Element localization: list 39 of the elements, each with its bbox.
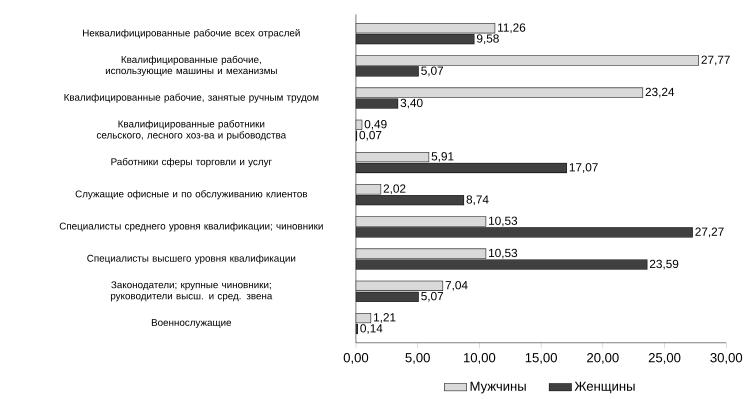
data-label: 2,02 <box>384 184 406 194</box>
data-label: 23,59 <box>650 260 678 270</box>
y-tick-label: Неквалифицированные рабочие всех отраслей <box>83 29 300 38</box>
x-tick-label: 25,00 <box>648 353 680 364</box>
y-tick-label: Квалифицированные рабочие, занятые ручным трудом <box>64 93 318 103</box>
data-label: 17,07 <box>570 163 598 173</box>
y-tick-label: Военнослужащие <box>152 319 232 328</box>
data-label: 0,49 <box>364 120 387 130</box>
data-label: 3,40 <box>400 98 423 108</box>
data-label: 7,04 <box>446 280 468 291</box>
y-tick-label: Квалифицированные работники сельского, лесного хоз-ва и рыбоводства <box>96 120 286 140</box>
data-label: 0,14 <box>360 324 382 334</box>
data-label: 5,07 <box>421 66 444 76</box>
data-label: 9,58 <box>476 34 499 44</box>
data-label: 5,07 <box>421 292 444 302</box>
data-label: 23,24 <box>646 88 674 98</box>
data-label: 1,21 <box>374 313 396 323</box>
x-tick-label: 30,00 <box>710 353 742 364</box>
x-tick-label: 10,00 <box>464 353 496 364</box>
legend-label: Мужчины <box>470 382 526 394</box>
x-tick-label: 15,00 <box>526 353 557 364</box>
y-tick-label: Специалисты высшего уровня квалификации <box>87 254 296 264</box>
data-label: 0,07 <box>359 130 382 141</box>
x-tick-label: 0,00 <box>344 353 368 364</box>
y-tick-label: Работники сферы торговли и услуг <box>111 158 272 168</box>
y-tick-label: Специалисты среднего уровня квалификации; чиновники <box>60 222 323 232</box>
data-label: 10,53 <box>489 216 518 226</box>
y-tick-label: Служащие офисные и по обслуживанию клиентов <box>76 190 308 200</box>
legend-label: Женщины <box>574 382 635 394</box>
data-label: 27,27 <box>695 227 724 238</box>
data-label: 27,77 <box>702 56 730 66</box>
x-tick-label: 5,00 <box>405 353 430 364</box>
x-tick-label: 20,00 <box>587 353 619 364</box>
data-label: 8,74 <box>466 195 489 206</box>
y-tick-label: Квалифицированные рабочие, использующие машины и механизмы <box>106 56 277 76</box>
data-label: 10,53 <box>489 248 518 258</box>
data-label: 5,91 <box>432 152 454 162</box>
y-tick-label: Законодатели; крупные чиновники; руководители высш. и сред. звена <box>110 281 272 302</box>
data-label: 11,26 <box>498 23 526 34</box>
